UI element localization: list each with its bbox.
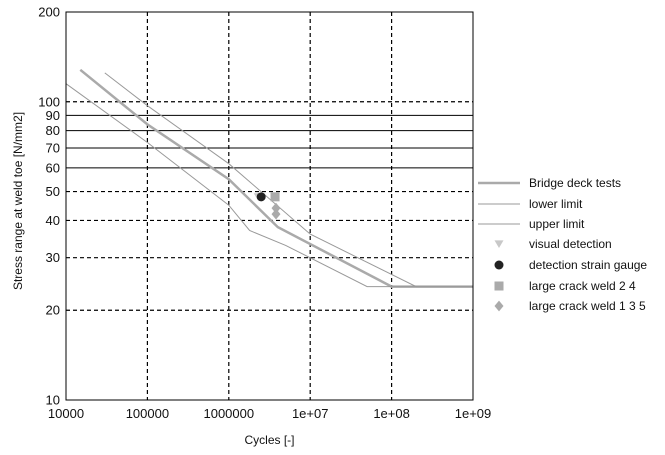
legend-swatch-detection-strain-gauge (494, 260, 504, 270)
legend-swatch-visual-detection (494, 240, 504, 249)
y-tick-label: 50 (46, 184, 60, 199)
y-tick-label: 30 (46, 250, 60, 265)
x-tick-label: 1e+09 (455, 406, 492, 421)
large-crack-weld-1-3-5-point (271, 202, 281, 214)
y-tick-label: 90 (46, 108, 60, 123)
large-crack-weld-2-4-point (270, 192, 280, 202)
legend-swatch-large-crack-weld-2-4 (494, 281, 504, 291)
legend: Bridge deck tests lower limit upper limit v… (478, 176, 647, 313)
legend-label-visual-detection: visual detection (529, 237, 612, 251)
legend-label-large-crack-weld-2-4: large crack weld 2 4 (529, 279, 636, 293)
x-tick-label: 100000 (126, 406, 169, 421)
y-tick-label: 60 (46, 160, 60, 175)
large-crack-weld-1-3-5-point (271, 208, 281, 220)
x-axis-title: Cycles [-] (244, 433, 294, 447)
x-tick-label: 1e+07 (292, 406, 329, 421)
legend-label-lower-limit: lower limit (529, 197, 583, 211)
detection-strain-gauge-point (256, 192, 266, 202)
legend-label-detection-strain-gauge: detection strain gauge (529, 258, 647, 272)
y-tick-label: 40 (46, 213, 60, 228)
grid-lines (66, 12, 473, 400)
y-tick-label: 70 (46, 140, 60, 155)
y-tick-label: 20 (46, 303, 60, 318)
legend-swatch-large-crack-weld-1-3-5 (494, 300, 504, 312)
legend-label-upper-limit: upper limit (529, 217, 585, 231)
x-tick-label: 1e+08 (373, 406, 410, 421)
lower-limit-line (65, 83, 473, 288)
x-tick-label: 10000 (48, 406, 84, 421)
y-tick-label: 200 (38, 5, 60, 20)
x-tick-label: 1000000 (203, 406, 254, 421)
legend-label-bridge-deck-tests: Bridge deck tests (529, 176, 621, 190)
series-layer (65, 68, 473, 288)
legend-label-large-crack-weld-1-3-5: large crack weld 1 3 5 (529, 299, 646, 313)
tick-labels: 10000 100000 1000000 1e+07 1e+08 1e+09 10 20 30 4… (38, 5, 491, 422)
y-tick-label: 100 (38, 94, 60, 109)
plot-frame (65, 11, 474, 401)
y-tick-label: 10 (46, 393, 60, 408)
y-tick-label: 80 (46, 123, 60, 138)
y-axis-title: Stress range at weld toe [N/mm2] (11, 112, 25, 290)
upper-limit-line (104, 72, 473, 288)
